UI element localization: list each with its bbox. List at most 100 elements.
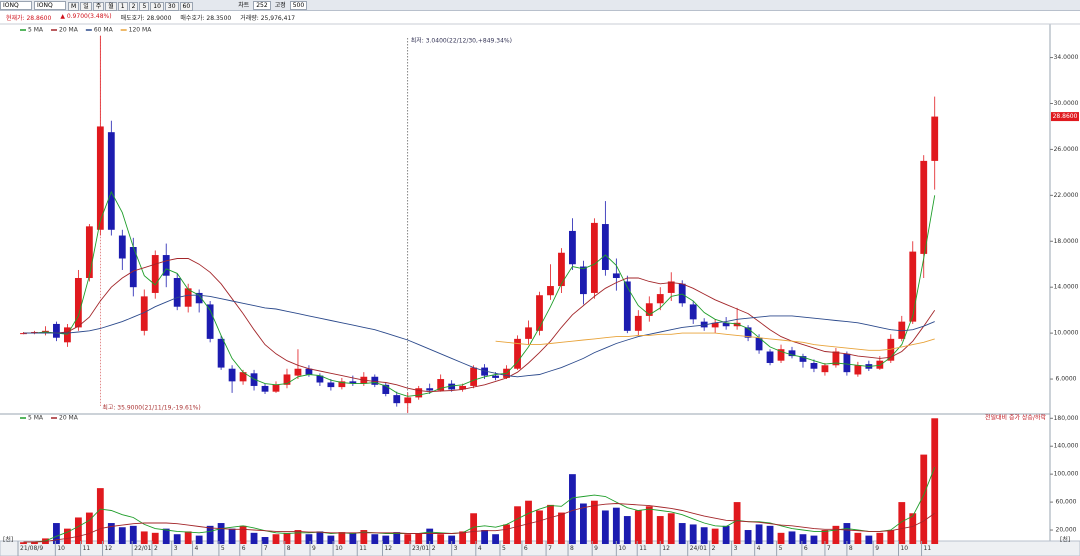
candle-body [448, 383, 456, 390]
period-button[interactable]: 60 [179, 1, 194, 11]
x-tick-label: 5 [779, 545, 783, 552]
x-tick-label: 5 [502, 545, 506, 552]
volume-bar [678, 523, 686, 544]
x-tick-label: 2 [154, 545, 158, 552]
period-button[interactable]: 5 [139, 1, 150, 11]
candle-body [404, 397, 412, 404]
candle-body [239, 372, 247, 382]
volume-bar [382, 535, 390, 544]
candle-body [810, 362, 818, 369]
x-tick-label: 11 [924, 545, 932, 552]
x-tick-label: 10 [57, 545, 65, 552]
candle-body [645, 303, 653, 316]
volume-bar [656, 516, 664, 544]
candle-body [437, 379, 445, 391]
x-tick-label: 22/01 [134, 545, 151, 552]
annotation: 최저: 3.0400(22/12/30,+849.34%) [411, 37, 512, 45]
candle-body [711, 322, 719, 328]
x-tick-label: 12 [662, 545, 670, 552]
ma-line [23, 503, 935, 543]
current-price: 현재가: 28.8600 [6, 15, 52, 22]
y-tick-label: 34.0000 [1054, 54, 1079, 61]
x-tick-label: 7 [264, 545, 268, 552]
candle-body [261, 385, 269, 392]
volume-bar [777, 532, 785, 544]
period-button[interactable]: M [68, 1, 80, 11]
candle-body [634, 315, 642, 331]
candle-body [821, 365, 829, 373]
ma-line [495, 332, 935, 351]
candle-body [294, 368, 302, 376]
candle-body [195, 292, 203, 304]
candle-body [755, 337, 763, 351]
candle-body [85, 226, 93, 279]
period-button[interactable]: 30 [164, 1, 179, 11]
code-input[interactable]: IONQ [0, 0, 32, 10]
candle-body [481, 367, 488, 376]
volume-bar [448, 535, 456, 544]
period-button[interactable]: 일 [80, 1, 92, 11]
volume-bar [887, 530, 895, 544]
candle-body [42, 330, 49, 332]
volume-bar [360, 530, 368, 544]
legend-label: 120 MA [129, 27, 153, 34]
period-button[interactable]: 주 [92, 1, 105, 11]
volume-bar [931, 418, 939, 544]
volume-bar [140, 531, 148, 544]
fixed-input[interactable]: 500 [289, 0, 308, 10]
candle-body [931, 116, 939, 161]
y-tick-label: 14.0000 [1054, 284, 1079, 291]
x-tick-label: 6 [524, 545, 528, 552]
volume-bar [667, 513, 675, 544]
candle-body [832, 351, 840, 366]
y-tick-label: 20,000 [1056, 527, 1077, 534]
period-button[interactable]: 월 [105, 1, 117, 11]
candle-body [514, 338, 521, 369]
volume-bar [184, 531, 192, 544]
candle-body [31, 331, 38, 334]
volume-bar [437, 534, 445, 544]
x-tick-label: 10 [900, 545, 908, 552]
volume-bar [239, 525, 247, 544]
candle-body [623, 281, 631, 331]
candle-body [656, 294, 664, 304]
volume-bar [580, 503, 587, 544]
x-tick-label: 7 [827, 545, 831, 552]
volume-bar [195, 535, 203, 544]
x-tick-label: 8 [570, 545, 574, 552]
period-button[interactable]: 2 [128, 1, 139, 11]
count-input[interactable]: 252 [253, 0, 271, 10]
period-button[interactable]: 10 [150, 1, 164, 11]
volume-bar [305, 534, 313, 544]
volume-bar [228, 528, 236, 544]
candle-body [777, 349, 785, 361]
legend-label: 5 MA [28, 415, 44, 422]
volume-bar [525, 500, 532, 544]
candle-body [667, 281, 675, 293]
candle-body [580, 266, 587, 295]
candle-body [569, 230, 576, 265]
volume-bar [20, 542, 27, 544]
candle-body [788, 350, 796, 357]
volume-bar [173, 534, 181, 544]
y-tick-label: 30.0000 [1054, 100, 1079, 107]
volume-bar [689, 524, 697, 544]
x-tick-label: 2 [712, 545, 716, 552]
candle-body [206, 304, 214, 339]
x-tick-label: 12 [384, 545, 392, 552]
period-button[interactable]: 1 [117, 1, 128, 11]
candle-body [799, 356, 807, 362]
volume-bar [766, 525, 774, 544]
candle-body [338, 381, 346, 388]
volume-bar [492, 534, 499, 544]
volume-bar [338, 532, 346, 544]
price-tag-label: 28.8600 [1053, 113, 1078, 120]
x-tick-label: 9 [875, 545, 879, 552]
x-tick-label: 10 [618, 545, 626, 552]
candle-body [426, 388, 434, 391]
x-tick-label: 10 [335, 545, 343, 552]
y-tick-label: 180,000 [1054, 415, 1079, 422]
name-input[interactable]: IONQ [34, 0, 66, 10]
x-tick-label: 11 [359, 545, 367, 552]
